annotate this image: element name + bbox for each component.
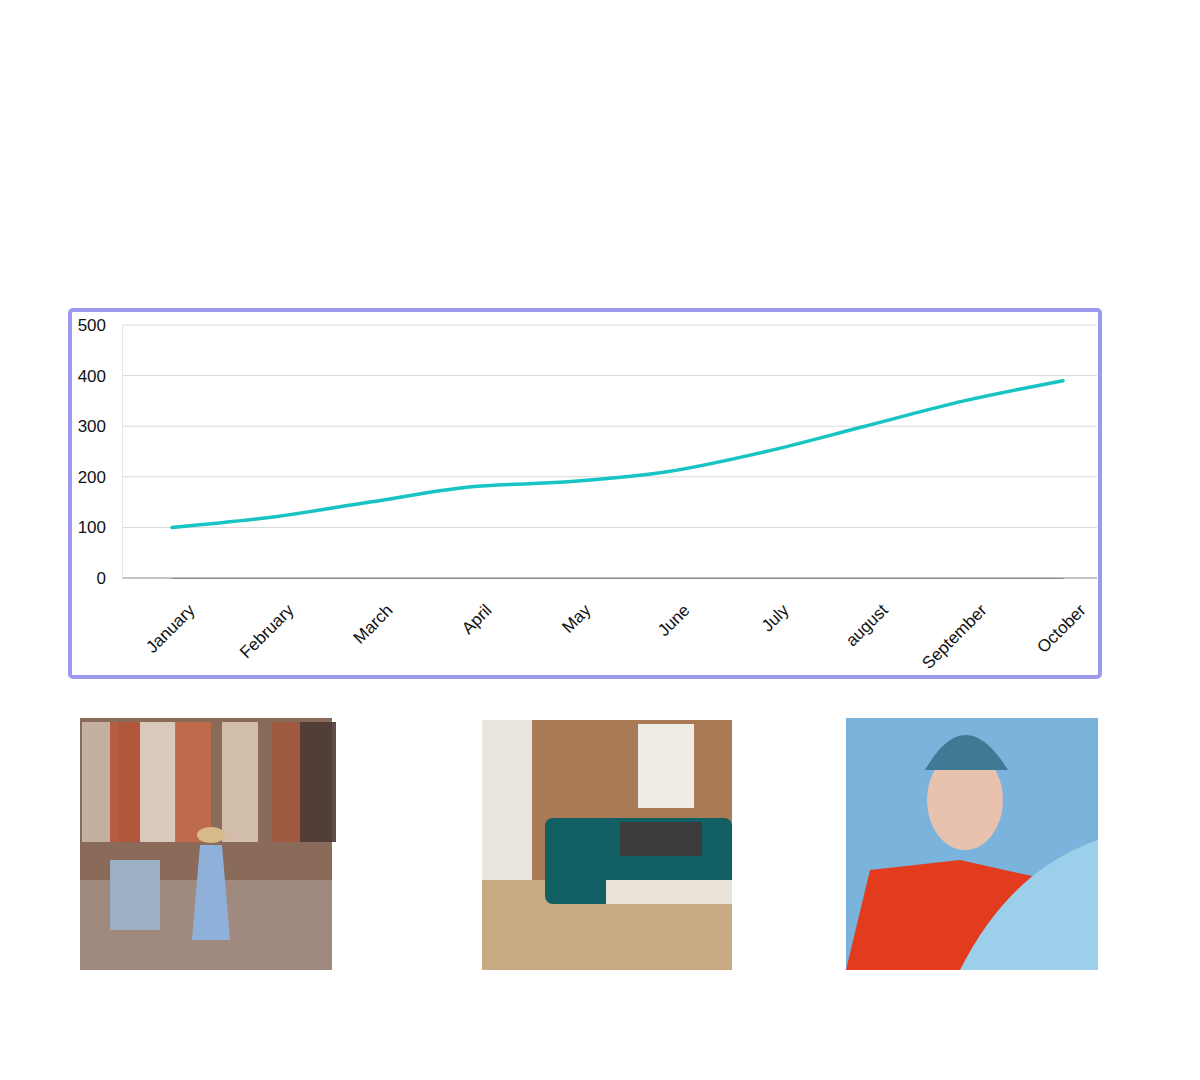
y-tick: 300 xyxy=(78,417,122,436)
photo-floor xyxy=(482,880,732,970)
grid-line xyxy=(122,325,1097,326)
x-tick-label: June xyxy=(654,601,694,641)
photo-market xyxy=(80,718,336,970)
chart-frame xyxy=(70,310,1100,677)
y-tick: 0 xyxy=(97,569,122,588)
photo-sofa xyxy=(545,818,732,904)
x-tick-label: October xyxy=(1033,600,1089,656)
y-tick-label: 0 xyxy=(97,569,106,588)
x-tick-label: April xyxy=(458,601,495,638)
grid-line xyxy=(122,375,1097,376)
photo-rug xyxy=(140,722,176,842)
photo-living-room xyxy=(482,720,732,970)
y-tick-label: 200 xyxy=(78,468,106,487)
photo-rug xyxy=(222,722,258,842)
photo-person xyxy=(192,845,230,940)
photo-hat xyxy=(197,827,225,843)
photo-pillows xyxy=(110,860,160,930)
x-tick-label: May xyxy=(558,600,594,636)
x-axis: January February March April May June July augu… xyxy=(142,578,1089,673)
grid-line xyxy=(122,578,1097,579)
y-tick-label: 500 xyxy=(78,316,106,335)
photo-hat xyxy=(925,735,1008,770)
x-tick: June xyxy=(654,578,694,640)
photo-cushions xyxy=(620,822,702,856)
photo-bg xyxy=(80,718,332,970)
y-tick: 400 xyxy=(78,367,122,386)
x-tick: January xyxy=(142,578,199,657)
photos xyxy=(80,718,1098,970)
x-tick: February xyxy=(236,578,298,662)
y-tick: 500 xyxy=(78,316,122,335)
photo-winter xyxy=(846,718,1098,970)
grid xyxy=(122,325,1097,578)
x-tick: august xyxy=(842,578,892,650)
x-tick-label: February xyxy=(236,600,298,662)
y-tick-label: 400 xyxy=(78,367,106,386)
x-tick: September xyxy=(918,578,990,673)
photo-bg xyxy=(846,718,1098,970)
grid-line xyxy=(122,527,1097,528)
grid-line xyxy=(122,426,1097,427)
photo-scarf xyxy=(960,840,1098,970)
photo-rug xyxy=(300,722,336,842)
photo-rug xyxy=(175,722,211,842)
page: 0 100 200 300 400 500 January February March Apri… xyxy=(0,0,1200,1080)
x-tick: April xyxy=(458,578,495,638)
y-tick-label: 300 xyxy=(78,417,106,436)
y-axis-line xyxy=(122,326,123,579)
x-tick: October xyxy=(1033,578,1089,657)
photo-art xyxy=(638,724,694,808)
y-tick: 200 xyxy=(78,468,122,487)
data-line xyxy=(172,381,1063,528)
y-tick: 100 xyxy=(78,518,122,537)
y-tick-label: 100 xyxy=(78,518,106,537)
x-tick: July xyxy=(758,578,793,635)
x-tick: March xyxy=(350,578,397,648)
x-tick-label: July xyxy=(758,600,793,635)
x-axis-line xyxy=(173,578,1064,579)
y-axis: 0 100 200 300 400 500 xyxy=(78,316,123,588)
photo-table xyxy=(606,880,732,904)
x-tick-label: March xyxy=(350,601,397,648)
x-tick-label: September xyxy=(918,600,990,672)
x-tick: May xyxy=(558,578,594,637)
photo-bg xyxy=(482,720,732,970)
x-tick-label: august xyxy=(842,600,892,650)
plot-area xyxy=(172,381,1063,528)
x-tick-label: January xyxy=(142,600,199,657)
